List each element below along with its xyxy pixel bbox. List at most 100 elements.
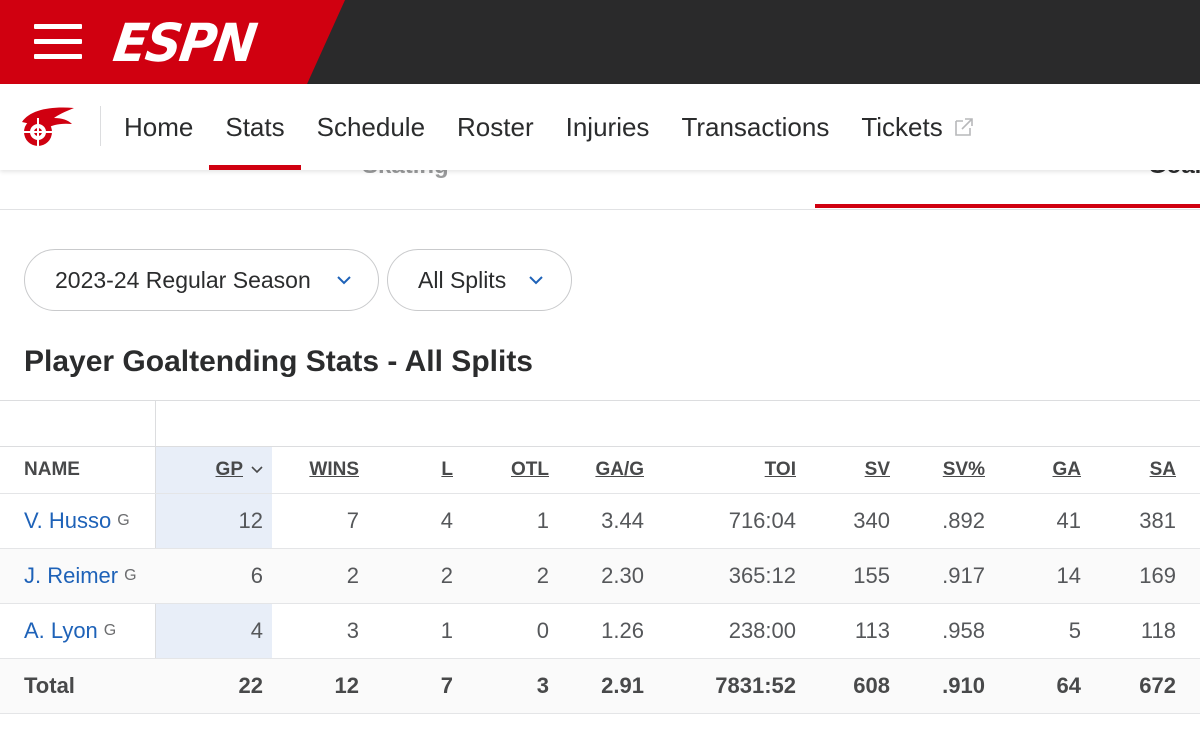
header-sa[interactable]: SA bbox=[1150, 447, 1176, 493]
nav-stats[interactable]: Stats bbox=[209, 84, 301, 170]
cell-gp: 6 bbox=[250, 563, 263, 588]
player-link[interactable]: J. Reimer bbox=[24, 563, 119, 588]
player-cell: J. Reimer G bbox=[24, 549, 137, 603]
player-position: G bbox=[103, 622, 117, 639]
total-sa: 672 bbox=[1139, 673, 1176, 698]
cell-wins: 3 bbox=[346, 618, 359, 643]
table-total-row: Total 22 12 7 3 2.91 7831:52 608 .910 64… bbox=[0, 659, 1200, 714]
cell-l: 2 bbox=[440, 563, 453, 588]
cell-gp: 12 bbox=[238, 508, 263, 533]
season-dropdown-label: 2023-24 Regular Season bbox=[55, 266, 311, 293]
chevron-down-icon bbox=[337, 276, 351, 285]
cell-wins: 2 bbox=[346, 563, 359, 588]
header-sa-label[interactable]: SA bbox=[1149, 459, 1176, 480]
total-sv: 608 bbox=[853, 673, 890, 698]
total-wins: 12 bbox=[334, 673, 359, 698]
header-gp-label[interactable]: GP bbox=[215, 459, 243, 480]
header-gp[interactable]: GP bbox=[216, 447, 263, 493]
player-link[interactable]: V. Husso bbox=[24, 508, 112, 533]
total-l: 7 bbox=[440, 673, 453, 698]
total-gp: 22 bbox=[238, 673, 263, 698]
cell-toi: 365:12 bbox=[728, 563, 796, 588]
cell-sv: 155 bbox=[853, 563, 890, 588]
total-ga: 64 bbox=[1056, 673, 1081, 698]
nav-injuries[interactable]: Injuries bbox=[565, 111, 650, 142]
cell-sv: 113 bbox=[854, 618, 890, 643]
header-sv[interactable]: SV bbox=[865, 447, 890, 493]
cell-ga: 41 bbox=[1056, 508, 1081, 533]
header-toi-label[interactable]: TOI bbox=[764, 459, 796, 480]
tab-skating[interactable]: Skating bbox=[362, 170, 449, 180]
table-header: NAME GP WINS L OTL GA/G TOI SV SV% GA SA bbox=[0, 446, 1200, 494]
header-ga[interactable]: GA bbox=[1053, 447, 1082, 493]
external-link-icon bbox=[954, 118, 973, 136]
cell-sv: 340 bbox=[853, 508, 890, 533]
red-wings-logo[interactable] bbox=[16, 104, 78, 150]
nav-divider bbox=[100, 106, 101, 146]
header-wins[interactable]: WINS bbox=[309, 447, 359, 493]
espn-logo[interactable]: ESPN bbox=[109, 12, 259, 74]
splits-dropdown[interactable]: All Splits bbox=[387, 249, 572, 311]
tab-goaltending[interactable]: Goal bbox=[1148, 170, 1200, 180]
section-title: Player Goaltending Stats - All Splits bbox=[24, 345, 533, 378]
player-position: G bbox=[124, 567, 137, 584]
cell-toi: 238:00 bbox=[728, 618, 796, 643]
cell-wins: 7 bbox=[346, 508, 359, 533]
total-gag: 2.91 bbox=[601, 673, 644, 698]
cell-svp: .958 bbox=[942, 618, 985, 643]
cell-sa: 381 bbox=[1139, 508, 1176, 533]
table-row: A. Lyon G 4 3 1 0 1.26 238:00 113 .958 5… bbox=[0, 604, 1200, 659]
cell-sa: 169 bbox=[1139, 563, 1176, 588]
cell-gp: 4 bbox=[250, 618, 263, 643]
header-name: NAME bbox=[24, 459, 80, 480]
splits-dropdown-label: All Splits bbox=[418, 266, 507, 293]
cell-svp: .892 bbox=[942, 508, 985, 533]
header-wins-label[interactable]: WINS bbox=[309, 459, 359, 480]
header-l-label[interactable]: L bbox=[441, 459, 453, 480]
sort-chevron-icon bbox=[251, 466, 263, 474]
season-dropdown[interactable]: 2023-24 Regular Season bbox=[24, 249, 379, 311]
total-toi: 7831:52 bbox=[715, 673, 796, 698]
header-l[interactable]: L bbox=[441, 447, 453, 493]
nav-schedule[interactable]: Schedule bbox=[316, 111, 426, 142]
player-position: G bbox=[117, 512, 130, 529]
menu-icon[interactable] bbox=[34, 24, 82, 60]
header-otl[interactable]: OTL bbox=[511, 447, 549, 493]
header-toi[interactable]: TOI bbox=[765, 447, 796, 493]
nav-transactions[interactable]: Transactions bbox=[681, 111, 830, 142]
total-otl: 3 bbox=[536, 673, 549, 698]
chevron-down-icon bbox=[529, 276, 543, 285]
player-cell: A. Lyon G bbox=[24, 604, 116, 658]
nav-tickets[interactable]: Tickets bbox=[845, 84, 990, 170]
nav-roster[interactable]: Roster bbox=[457, 111, 534, 142]
header-otl-label[interactable]: OTL bbox=[511, 459, 549, 480]
cell-ga: 5 bbox=[1068, 618, 1081, 643]
nav-home[interactable]: Home bbox=[124, 111, 194, 142]
stat-subtabs: Skating Goal bbox=[0, 170, 1200, 210]
cell-svp: .917 bbox=[942, 563, 985, 588]
cell-otl: 1 bbox=[536, 508, 549, 533]
total-label: Total bbox=[24, 673, 75, 698]
table-row: V. Husso G 12 7 4 1 3.44 716:04 340 .892… bbox=[0, 494, 1200, 549]
cell-toi: 716:04 bbox=[728, 508, 796, 533]
header-svp-label[interactable]: SV% bbox=[942, 459, 985, 480]
table-row: J. Reimer G 6 2 2 2 2.30 365:12 155 .917… bbox=[0, 549, 1200, 604]
header-gag-label[interactable]: GA/G bbox=[595, 459, 644, 480]
header-sv-label[interactable]: SV bbox=[864, 459, 890, 480]
header-svp[interactable]: SV% bbox=[943, 447, 985, 493]
cell-otl: 2 bbox=[536, 563, 549, 588]
header-gag[interactable]: GA/G bbox=[595, 447, 644, 493]
active-tab-underline bbox=[815, 204, 1200, 208]
total-svp: .910 bbox=[942, 673, 985, 698]
player-link[interactable]: A. Lyon bbox=[24, 618, 98, 643]
cell-gag: 2.30 bbox=[601, 563, 644, 588]
goaltending-table: NAME GP WINS L OTL GA/G TOI SV SV% GA SA… bbox=[0, 400, 1200, 714]
cell-l: 1 bbox=[440, 618, 453, 643]
header-ga-label[interactable]: GA bbox=[1052, 459, 1082, 480]
team-nav: Home Stats Schedule Roster Injuries Tran… bbox=[0, 84, 1200, 170]
cell-l: 4 bbox=[440, 508, 453, 533]
espn-header: ESPN bbox=[0, 0, 1200, 84]
cell-sa: 118 bbox=[1140, 618, 1176, 643]
cell-gag: 3.44 bbox=[601, 508, 644, 533]
nav-tickets-label: Tickets bbox=[861, 111, 943, 142]
